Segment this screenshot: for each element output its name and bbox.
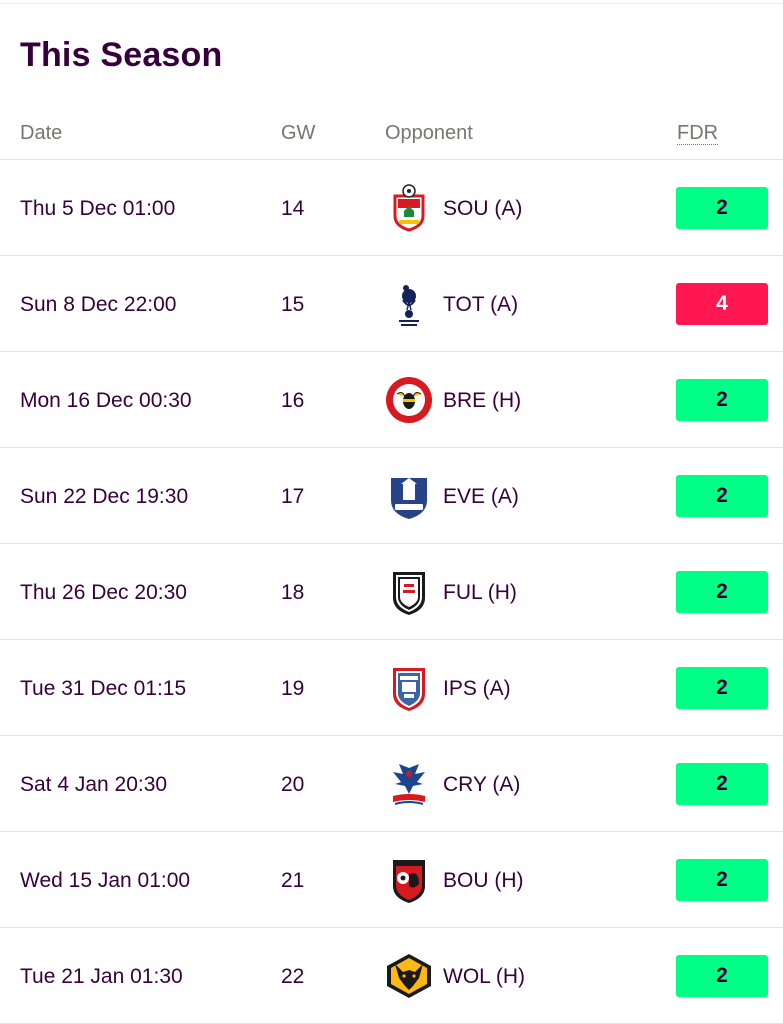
fixture-date: Sun 8 Dec 22:00	[20, 293, 177, 316]
fdr-badge: 2	[676, 475, 768, 517]
top-divider	[0, 3, 783, 4]
header-date: Date	[20, 122, 63, 144]
fixture-date: Wed 15 Jan 01:00	[20, 869, 191, 892]
fdr-badge: 2	[676, 571, 768, 613]
fulham-crest-icon	[393, 572, 425, 615]
table-row[interactable]: Wed 15 Jan 01:00 21 BOU (H) 2	[0, 832, 783, 928]
fixture-gameweek: 18	[281, 581, 305, 604]
fdr-badge: 4	[676, 283, 768, 325]
fixture-gameweek: 22	[281, 965, 305, 988]
table-row[interactable]: Tue 31 Dec 01:15 19 IPS (A) 2	[0, 640, 783, 736]
brentford-crest-icon	[386, 377, 432, 423]
fdr-badge: 2	[676, 667, 768, 709]
fdr-badge: 2	[676, 379, 768, 421]
table-row[interactable]: Thu 26 Dec 20:30 18 FUL (H) 2	[0, 544, 783, 640]
fdr-badge: 2	[676, 763, 768, 805]
fixture-gameweek: 15	[281, 293, 305, 316]
wolves-crest-icon	[387, 954, 431, 998]
fixture-gameweek: 16	[281, 389, 305, 412]
tottenham-crest-icon	[399, 285, 419, 326]
fixture-opponent: FUL (H)	[443, 581, 517, 604]
fixture-gameweek: 14	[281, 197, 305, 220]
ipswich-crest-icon	[393, 668, 425, 711]
bournemouth-crest-icon	[393, 860, 425, 903]
header-fdr[interactable]: FDR	[677, 122, 719, 145]
fixture-date: Thu 5 Dec 01:00	[20, 197, 176, 220]
fixture-opponent: SOU (A)	[443, 197, 523, 220]
fixtures-table: Date GW Opponent FDR Thu 5 Dec 01:00 14 …	[0, 108, 783, 1024]
fixture-date: Tue 31 Dec 01:15	[20, 677, 187, 700]
table-row[interactable]: Sun 8 Dec 22:00 15 TOT (A) 4	[0, 256, 783, 352]
fixture-gameweek: 17	[281, 485, 305, 508]
fixture-gameweek: 21	[281, 869, 305, 892]
table-row[interactable]: Sun 22 Dec 19:30 17 EVE (A) 2	[0, 448, 783, 544]
fixture-opponent: EVE (A)	[443, 485, 519, 508]
everton-crest-icon	[391, 478, 427, 519]
fixture-opponent: CRY (A)	[443, 773, 521, 796]
page-title: This Season	[20, 36, 223, 74]
header-opponent: Opponent	[385, 122, 473, 144]
fixture-opponent: BOU (H)	[443, 869, 524, 892]
table-row[interactable]: Thu 5 Dec 01:00 14 SOU (A) 2	[0, 160, 783, 256]
table-row[interactable]: Tue 21 Jan 01:30 22 WOL (H) 2	[0, 928, 783, 1024]
header-gw: GW	[281, 122, 316, 144]
fixture-date: Tue 21 Jan 01:30	[20, 965, 183, 988]
fixture-opponent: WOL (H)	[443, 965, 526, 988]
fixture-opponent: BRE (H)	[443, 389, 522, 412]
table-row[interactable]: Mon 16 Dec 00:30 16 BRE (H) 2	[0, 352, 783, 448]
fixture-opponent: IPS (A)	[443, 677, 511, 700]
fdr-badge: 2	[676, 187, 768, 229]
fixture-date: Sun 22 Dec 19:30	[20, 485, 189, 508]
fixture-gameweek: 19	[281, 677, 305, 700]
fixture-date: Thu 26 Dec 20:30	[20, 581, 187, 604]
crystal-palace-crest-icon	[393, 764, 425, 805]
fixture-opponent: TOT (A)	[443, 293, 519, 316]
southampton-crest-icon	[393, 184, 425, 232]
fdr-badge: 2	[676, 955, 768, 997]
fixture-date: Sat 4 Jan 20:30	[20, 773, 168, 796]
table-row[interactable]: Sat 4 Jan 20:30 20 CRY (A) 2	[0, 736, 783, 832]
fixture-date: Mon 16 Dec 00:30	[20, 389, 192, 412]
table-header: Date GW Opponent FDR	[0, 108, 783, 160]
fixture-gameweek: 20	[281, 773, 305, 796]
fdr-badge: 2	[676, 859, 768, 901]
